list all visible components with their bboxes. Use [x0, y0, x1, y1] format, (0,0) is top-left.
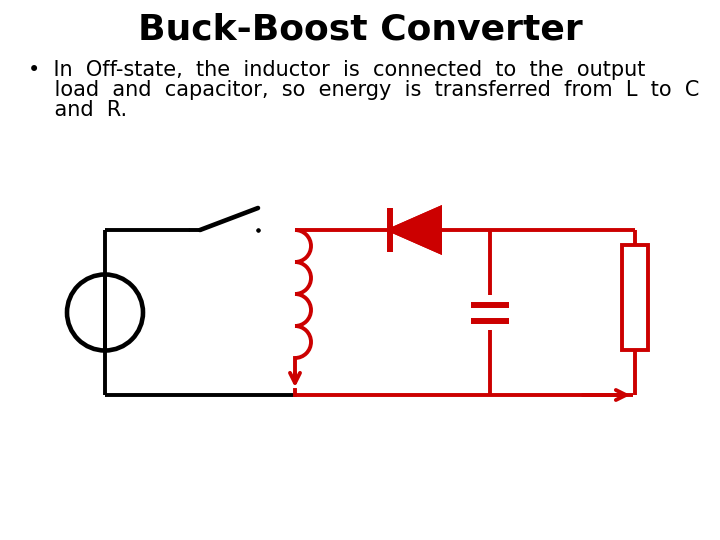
Bar — [622, 245, 648, 350]
Text: load  and  capacitor,  so  energy  is  transferred  from  L  to  C: load and capacitor, so energy is transfe… — [28, 80, 699, 100]
Polygon shape — [390, 208, 440, 252]
Text: •  In  Off-state,  the  inductor  is  connected  to  the  output: • In Off-state, the inductor is connecte… — [28, 60, 645, 80]
Text: Buck-Boost Converter: Buck-Boost Converter — [138, 13, 582, 47]
Text: and  R.: and R. — [28, 100, 127, 120]
Polygon shape — [390, 208, 440, 252]
